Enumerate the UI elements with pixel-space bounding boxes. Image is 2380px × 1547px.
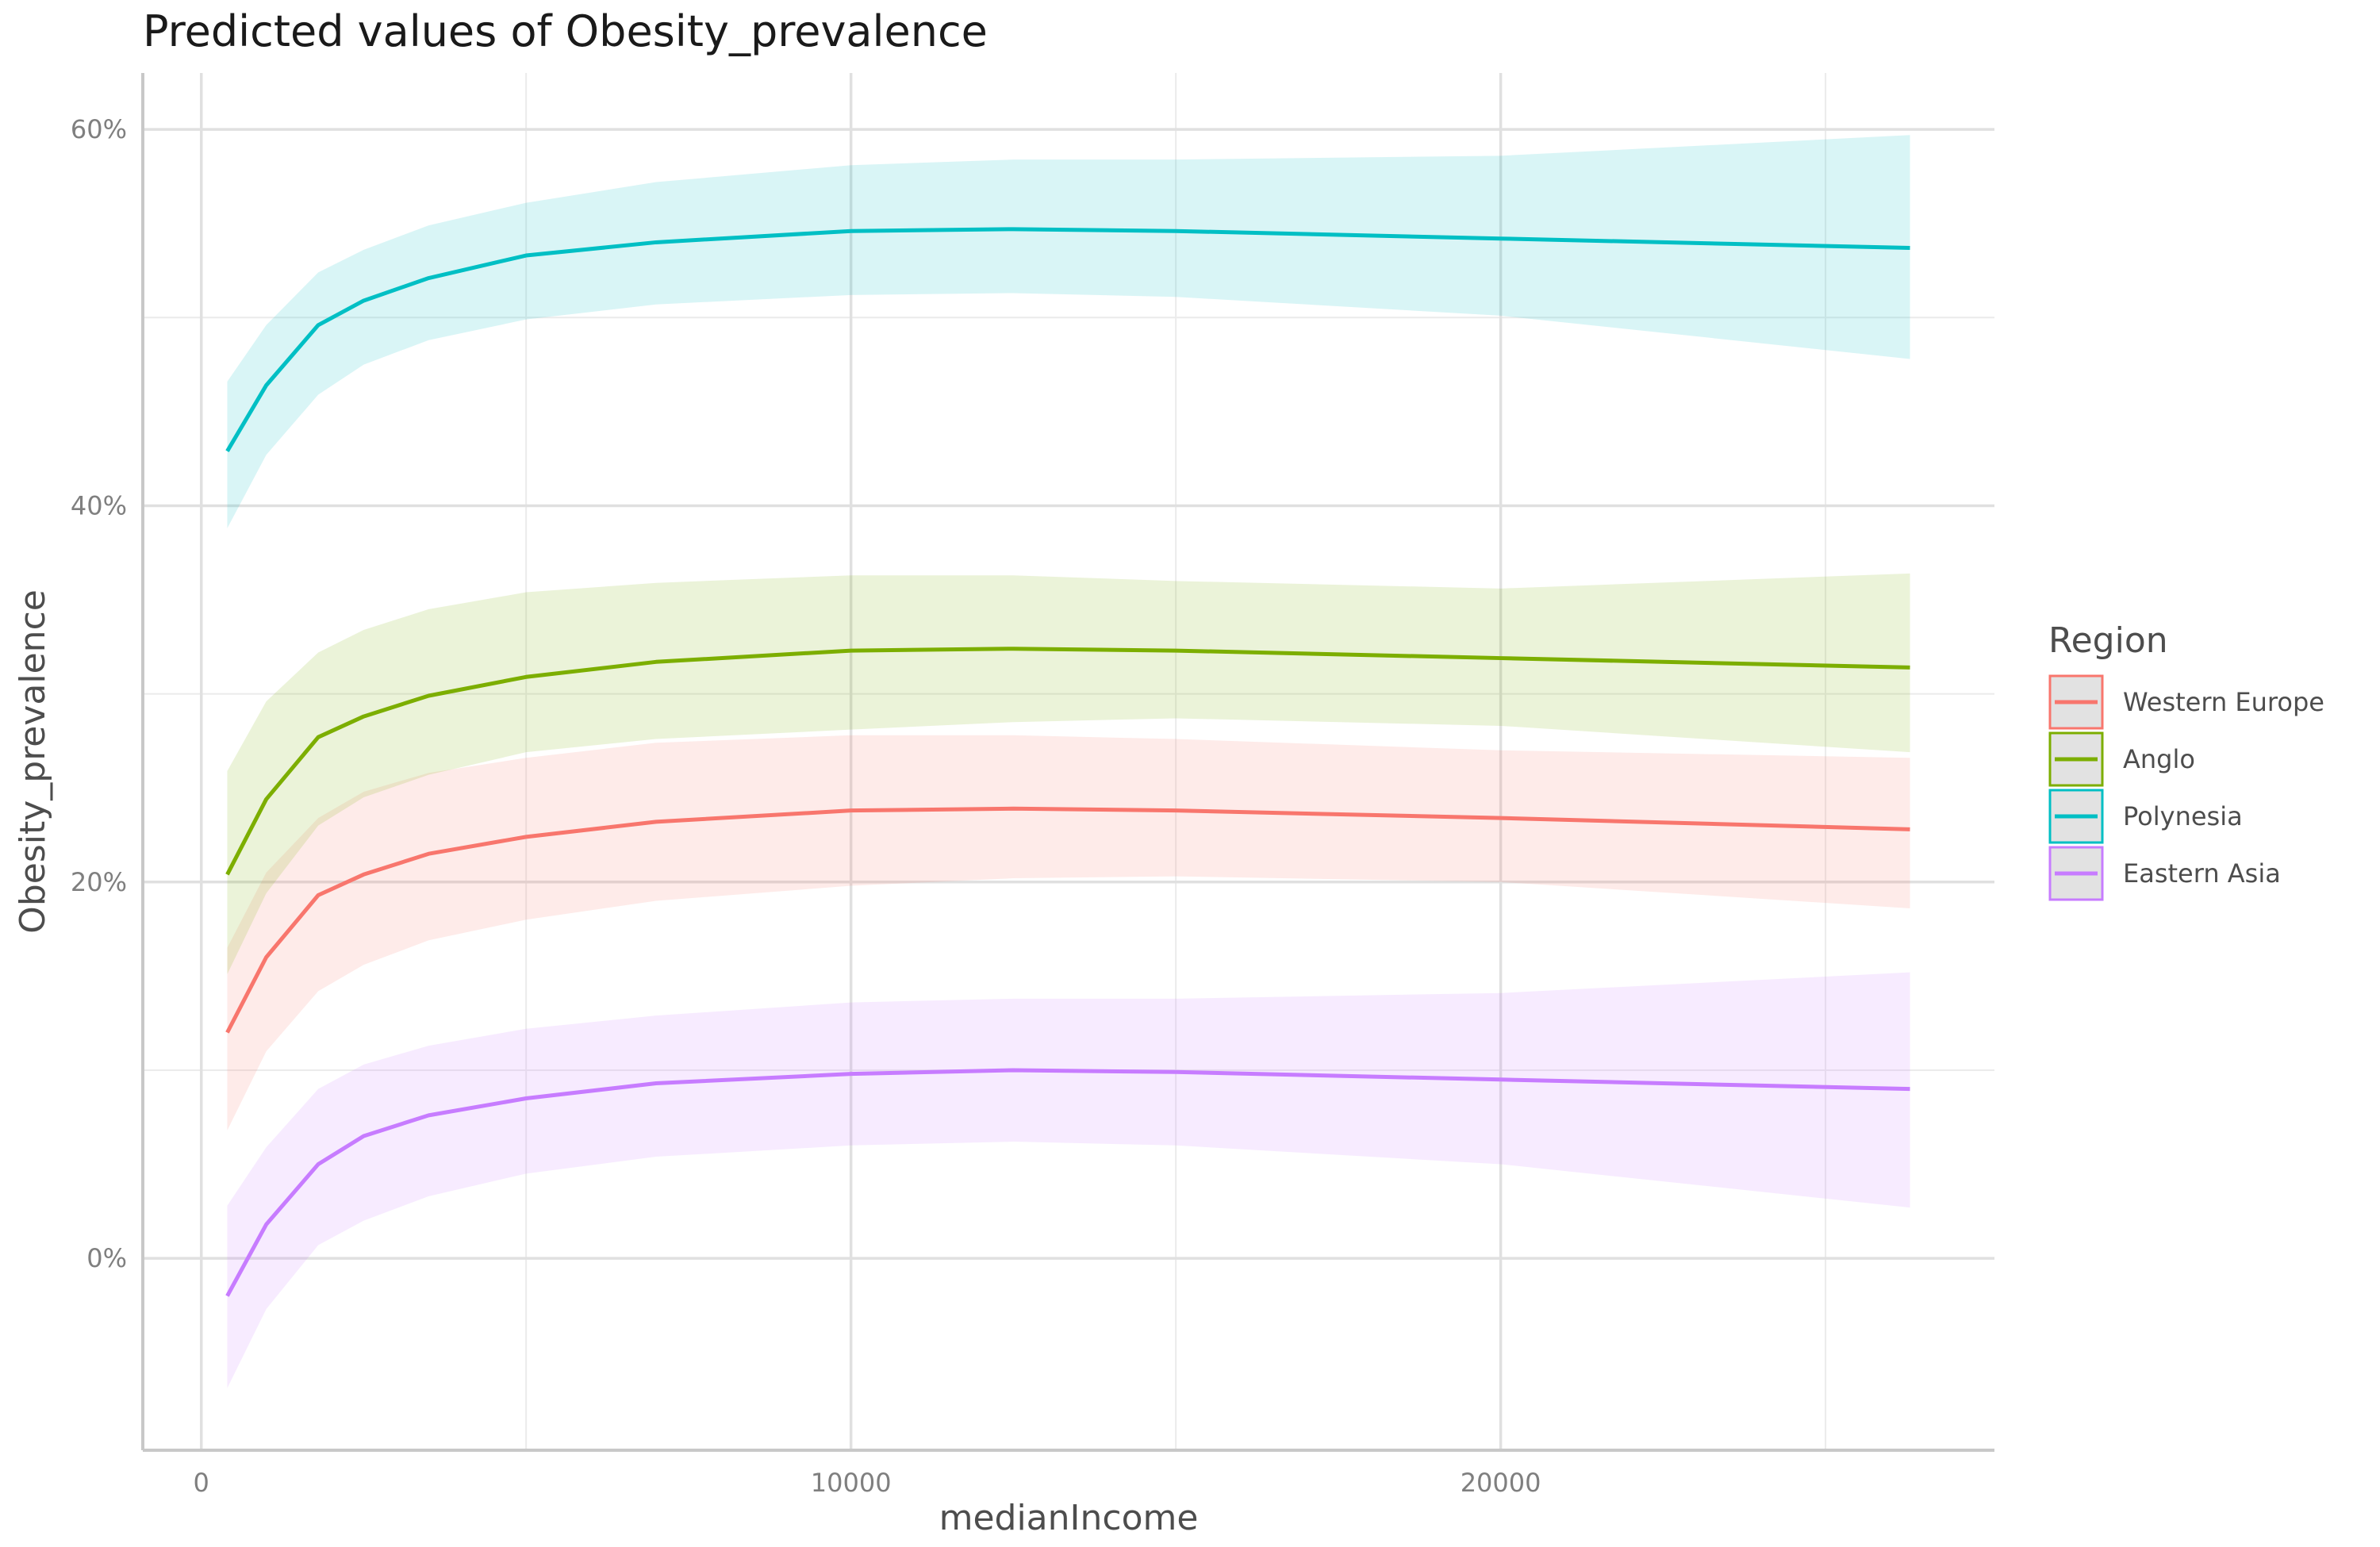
legend-title: Region (2048, 620, 2168, 661)
legend-item-eastern-asia: Eastern Asia (2048, 846, 2281, 901)
line-western-europe (225, 806, 1910, 1034)
y-tick-label: 20% (71, 867, 127, 897)
legend-item-polynesia: Polynesia (2048, 789, 2243, 844)
ribbon-polynesia (227, 135, 1910, 528)
series-lines (225, 227, 1910, 1297)
line-eastern-asia (225, 1068, 1910, 1297)
y-axis-title: Obesity_prevalence (13, 589, 53, 934)
legend-label: Polynesia (2123, 801, 2243, 831)
line-anglo (225, 647, 1910, 876)
y-tick-label: 40% (71, 490, 127, 520)
legend-label: Eastern Asia (2123, 858, 2281, 889)
x-tick-label: 10000 (811, 1468, 892, 1498)
tick-labels: 0 10000 20000 0% 20% 40% 60% (71, 114, 1541, 1498)
ribbon-anglo (227, 573, 1910, 974)
x-axis-title: medianIncome (939, 1498, 1199, 1538)
ribbon-western-europe (227, 735, 1910, 1130)
chart-title: Predicted values of Obesity_prevalence (143, 6, 988, 56)
x-tick-label: 0 (194, 1468, 209, 1498)
x-tick-label: 20000 (1461, 1468, 1541, 1498)
legend-item-anglo: Anglo (2048, 731, 2195, 787)
legend-label: Anglo (2123, 744, 2195, 774)
ribbon-eastern-asia (227, 972, 1910, 1388)
y-tick-label: 0% (86, 1243, 127, 1273)
legend-item-western-europe: Western Europe (2048, 674, 2324, 730)
legend: Region Western Europe Anglo Polynesia Easte… (2048, 620, 2324, 901)
grid-lines (143, 73, 1994, 1450)
y-tick-label: 60% (71, 114, 127, 144)
axes (141, 73, 1994, 1452)
confidence-ribbons (227, 135, 1910, 1388)
legend-label: Western Europe (2123, 687, 2324, 717)
line-polynesia (225, 227, 1910, 452)
